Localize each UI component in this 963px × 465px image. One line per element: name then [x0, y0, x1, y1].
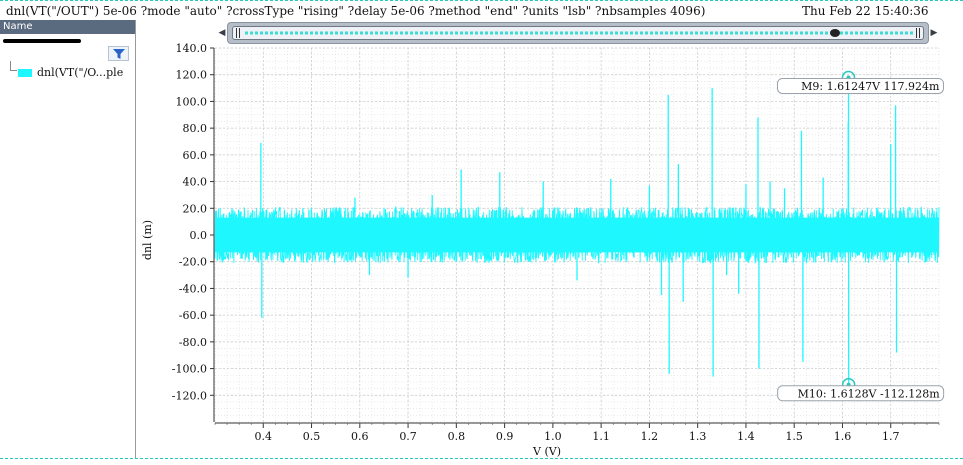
y-axis-label: dnl (m) [141, 220, 154, 260]
y-tick-label: -100.0 [172, 363, 207, 376]
tree-connector [10, 61, 17, 71]
scroll-thumb[interactable] [232, 26, 924, 40]
x-tick-label: 0.6 [351, 430, 369, 443]
arrow-right-icon[interactable]: ▶ [930, 28, 938, 38]
marker-label: M10: 1.6128V -112.128m [798, 387, 941, 400]
y-tick-label: 100.0 [176, 95, 208, 108]
x-tick-label: 0.9 [496, 430, 514, 443]
markers[interactable]: M9: 1.61247V 117.924m M10: 1.6128V -112.1… [776, 70, 945, 402]
y-tick-label: 120.0 [176, 69, 208, 82]
y-tick-label: 20.0 [183, 202, 208, 215]
marker-label-box[interactable] [776, 77, 944, 94]
filter-icon [113, 49, 125, 59]
arrow-left-icon[interactable]: ◀ [218, 28, 226, 38]
expression-title: dnl(VT("/OUT") 5e-06 ?mode "auto" ?cross… [6, 4, 706, 18]
x-tick-label: 1.1 [592, 430, 610, 443]
y-tick-label: 40.0 [183, 176, 208, 189]
marker-label: M9: 1.61247V 117.924m [801, 80, 940, 93]
x-tick-label: 1.7 [882, 430, 900, 443]
x-tick-label: 1.5 [785, 430, 803, 443]
filter-button[interactable] [108, 46, 129, 61]
thumb-grip-left[interactable] [236, 28, 240, 38]
overview-trace [245, 31, 915, 35]
x-tick-label: 1.3 [689, 430, 707, 443]
window-bottom-border [0, 458, 963, 460]
y-tick-label: -60.0 [179, 309, 207, 322]
x-tick-label: 1.2 [641, 430, 659, 443]
thumb-grip-right[interactable] [916, 28, 920, 38]
axes: 140.0 120.0 100.0 80.0 60.0 40.0 20.0 0.0 -20.0 -… [141, 42, 940, 458]
plot-timestamp: Thu Feb 22 15:40:36 [802, 4, 929, 18]
y-tick-label: -20.0 [179, 256, 207, 269]
y-tick-label: -120.0 [172, 389, 207, 402]
legend-panel: Name dnl(VT("/O...ple [0, 20, 136, 458]
x-tick-label: 0.5 [303, 430, 321, 443]
y-tick-label: 0.0 [190, 229, 208, 242]
zoom-scrollbar[interactable]: ◀ ▶ [219, 22, 937, 44]
plot-title-bar: dnl(VT("/OUT") 5e-06 ?mode "auto" ?cross… [0, 3, 963, 19]
legend-name-redaction-bar [3, 39, 81, 43]
legend-header[interactable]: Name [0, 20, 135, 34]
marker-label-box[interactable] [777, 385, 945, 402]
window-top-border [0, 0, 963, 2]
series-dnl [214, 77, 940, 385]
legend-swatch [18, 68, 32, 77]
x-tick-label: 0.8 [448, 430, 466, 443]
x-tick-label: 1.6 [834, 430, 852, 443]
y-tick-label: 60.0 [183, 149, 208, 162]
x-tick-label: 0.4 [255, 430, 273, 443]
x-axis-label: V (V) [532, 445, 561, 458]
y-tick-label: -80.0 [179, 336, 207, 349]
x-tick-label: 1.0 [544, 430, 562, 443]
eye-icon [830, 29, 840, 37]
x-tick-label: 1.4 [737, 430, 755, 443]
x-tick-label: 0.7 [399, 430, 417, 443]
y-tick-label: -40.0 [179, 282, 207, 295]
legend-item-dnl[interactable]: dnl(VT("/O...ple [18, 62, 124, 79]
y-tick-label: 80.0 [183, 122, 208, 135]
legend-item-label: dnl(VT("/O...ple [37, 66, 124, 79]
y-tick-label: 140.0 [176, 42, 208, 55]
